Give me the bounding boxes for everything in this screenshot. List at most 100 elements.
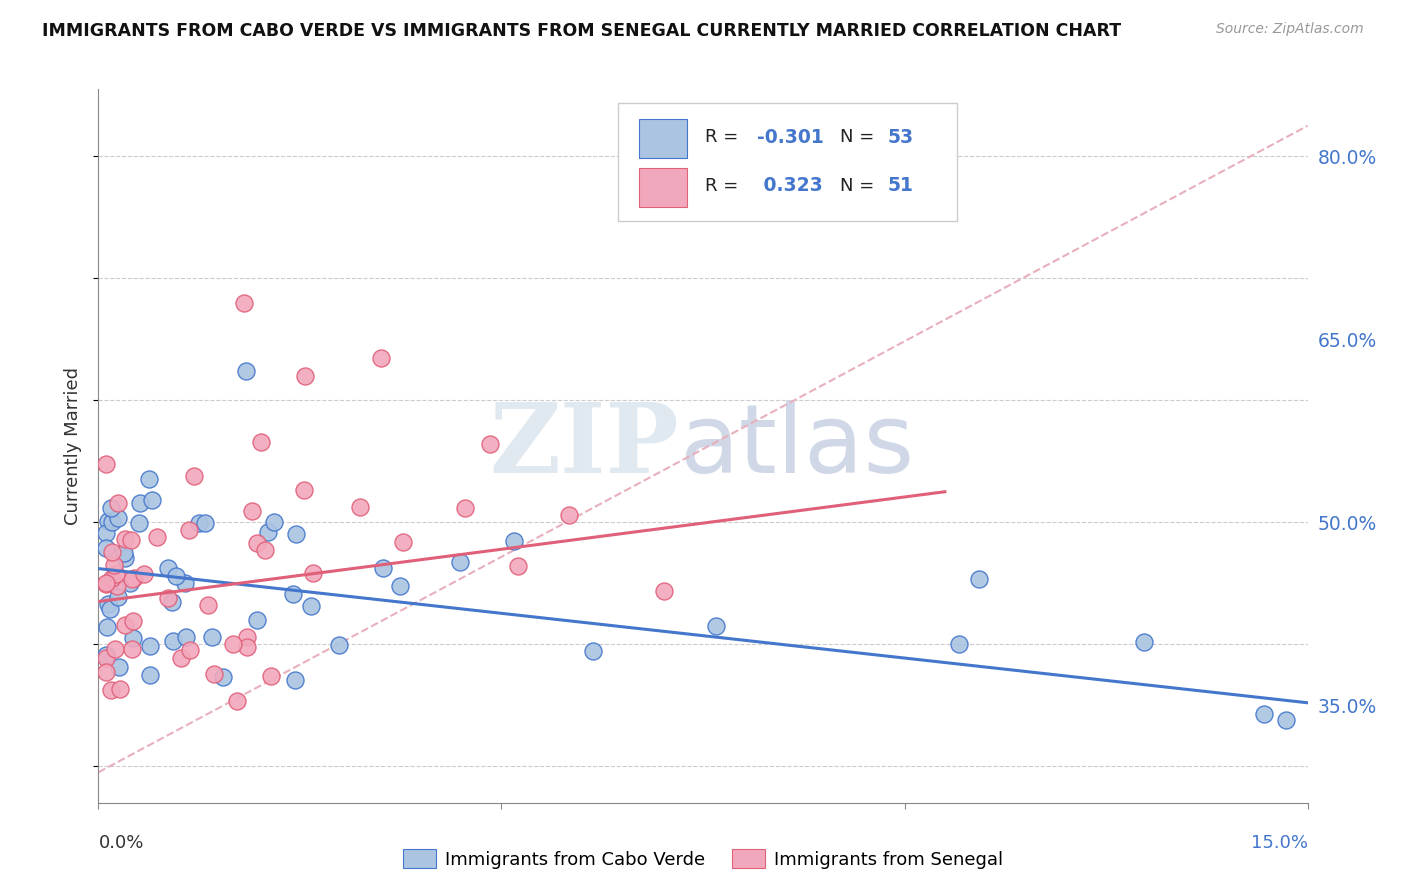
- Point: [120, 576, 142, 591]
- Point: [128, 516, 150, 530]
- Point: [121, 572, 143, 586]
- Point: [582, 643, 605, 657]
- Point: [105, 578, 128, 592]
- Point: [948, 637, 970, 651]
- Point: [202, 666, 225, 681]
- Point: [96, 541, 118, 555]
- Point: [100, 501, 122, 516]
- Point: [392, 534, 415, 549]
- Point: [97, 597, 120, 611]
- Point: [96, 619, 118, 633]
- Point: [97, 514, 120, 528]
- Point: [967, 572, 990, 586]
- Y-axis label: Currently Married: Currently Married: [65, 367, 83, 525]
- Point: [221, 637, 243, 651]
- Point: [100, 683, 122, 698]
- Point: [132, 567, 155, 582]
- Point: [96, 457, 118, 471]
- Point: [139, 639, 162, 653]
- Point: [263, 515, 285, 529]
- Point: [179, 523, 201, 537]
- Point: [141, 492, 163, 507]
- Point: [558, 508, 581, 523]
- Text: R =: R =: [706, 128, 744, 146]
- Point: [235, 364, 257, 378]
- Point: [96, 577, 118, 591]
- Point: [165, 569, 187, 583]
- Point: [114, 550, 136, 565]
- Point: [96, 650, 118, 665]
- Point: [240, 504, 263, 518]
- Point: [138, 472, 160, 486]
- Point: [232, 295, 254, 310]
- Point: [292, 483, 315, 497]
- Point: [96, 525, 118, 540]
- Point: [225, 694, 247, 708]
- Point: [121, 632, 143, 646]
- Point: [299, 599, 322, 613]
- Point: [197, 599, 219, 613]
- Point: [508, 559, 530, 574]
- Point: [389, 579, 412, 593]
- Point: [1133, 635, 1156, 649]
- Text: atlas: atlas: [679, 400, 914, 492]
- Point: [349, 500, 371, 514]
- Point: [188, 516, 211, 530]
- Point: [285, 527, 308, 541]
- Point: [100, 545, 122, 559]
- Point: [174, 576, 197, 591]
- Text: Source: ZipAtlas.com: Source: ZipAtlas.com: [1216, 22, 1364, 37]
- Point: [107, 590, 129, 604]
- Point: [98, 576, 121, 591]
- FancyBboxPatch shape: [638, 168, 688, 207]
- Point: [257, 524, 280, 539]
- Point: [281, 587, 304, 601]
- Text: 53: 53: [889, 128, 914, 146]
- Point: [107, 496, 129, 510]
- Text: -0.301: -0.301: [758, 128, 824, 146]
- Point: [103, 558, 125, 572]
- Point: [156, 591, 179, 606]
- Text: 0.323: 0.323: [758, 176, 823, 195]
- Point: [98, 602, 121, 616]
- Point: [122, 571, 145, 585]
- Point: [112, 546, 135, 560]
- Point: [246, 535, 269, 549]
- Point: [162, 633, 184, 648]
- Point: [110, 682, 132, 697]
- Point: [139, 667, 162, 681]
- Point: [114, 618, 136, 632]
- Point: [179, 642, 201, 657]
- Point: [236, 640, 259, 655]
- Point: [294, 368, 316, 383]
- Text: N =: N =: [839, 128, 880, 146]
- Point: [235, 631, 257, 645]
- Point: [174, 630, 197, 644]
- Point: [96, 665, 118, 679]
- Text: 15.0%: 15.0%: [1250, 834, 1308, 852]
- Point: [114, 532, 136, 546]
- Point: [454, 501, 477, 516]
- Point: [122, 614, 145, 628]
- Point: [96, 648, 118, 662]
- Point: [260, 669, 283, 683]
- Point: [704, 619, 727, 633]
- Point: [107, 510, 129, 524]
- Point: [302, 566, 325, 580]
- Legend: Immigrants from Cabo Verde, Immigrants from Senegal: Immigrants from Cabo Verde, Immigrants f…: [396, 842, 1010, 876]
- Point: [254, 542, 277, 557]
- Point: [146, 530, 169, 544]
- Point: [479, 437, 502, 451]
- Point: [156, 561, 179, 575]
- Text: N =: N =: [839, 177, 880, 194]
- Point: [284, 673, 307, 688]
- Point: [502, 534, 524, 549]
- FancyBboxPatch shape: [619, 103, 957, 221]
- Point: [160, 595, 183, 609]
- Point: [328, 639, 350, 653]
- Point: [370, 351, 392, 365]
- Point: [120, 533, 142, 547]
- Point: [121, 642, 143, 657]
- Point: [101, 571, 124, 585]
- Point: [104, 566, 127, 581]
